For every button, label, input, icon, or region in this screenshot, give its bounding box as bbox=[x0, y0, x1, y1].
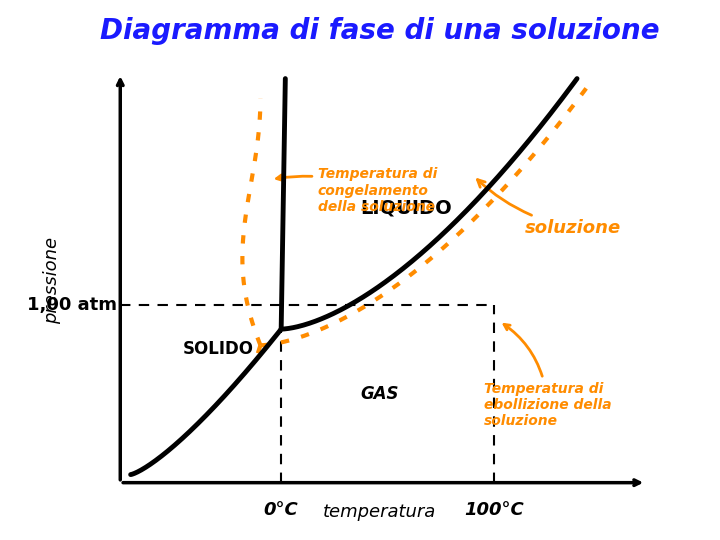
Text: temperatura: temperatura bbox=[323, 503, 436, 521]
Text: GAS: GAS bbox=[361, 385, 399, 403]
Text: LIQUIDO: LIQUIDO bbox=[360, 198, 451, 218]
Text: 1,00 atm: 1,00 atm bbox=[27, 296, 117, 314]
Text: SOLIDO: SOLIDO bbox=[183, 340, 253, 359]
Text: Temperatura di
congelamento
della soluzione: Temperatura di congelamento della soluzi… bbox=[276, 167, 437, 214]
Text: Diagramma di fase di una soluzione: Diagramma di fase di una soluzione bbox=[100, 17, 660, 45]
Text: 0°C: 0°C bbox=[264, 501, 299, 519]
Text: pressione: pressione bbox=[43, 237, 61, 324]
Text: Temperatura di
ebollizione della
soluzione: Temperatura di ebollizione della soluzio… bbox=[484, 325, 611, 428]
Text: soluzione: soluzione bbox=[477, 180, 621, 237]
Text: 100°C: 100°C bbox=[464, 501, 524, 519]
